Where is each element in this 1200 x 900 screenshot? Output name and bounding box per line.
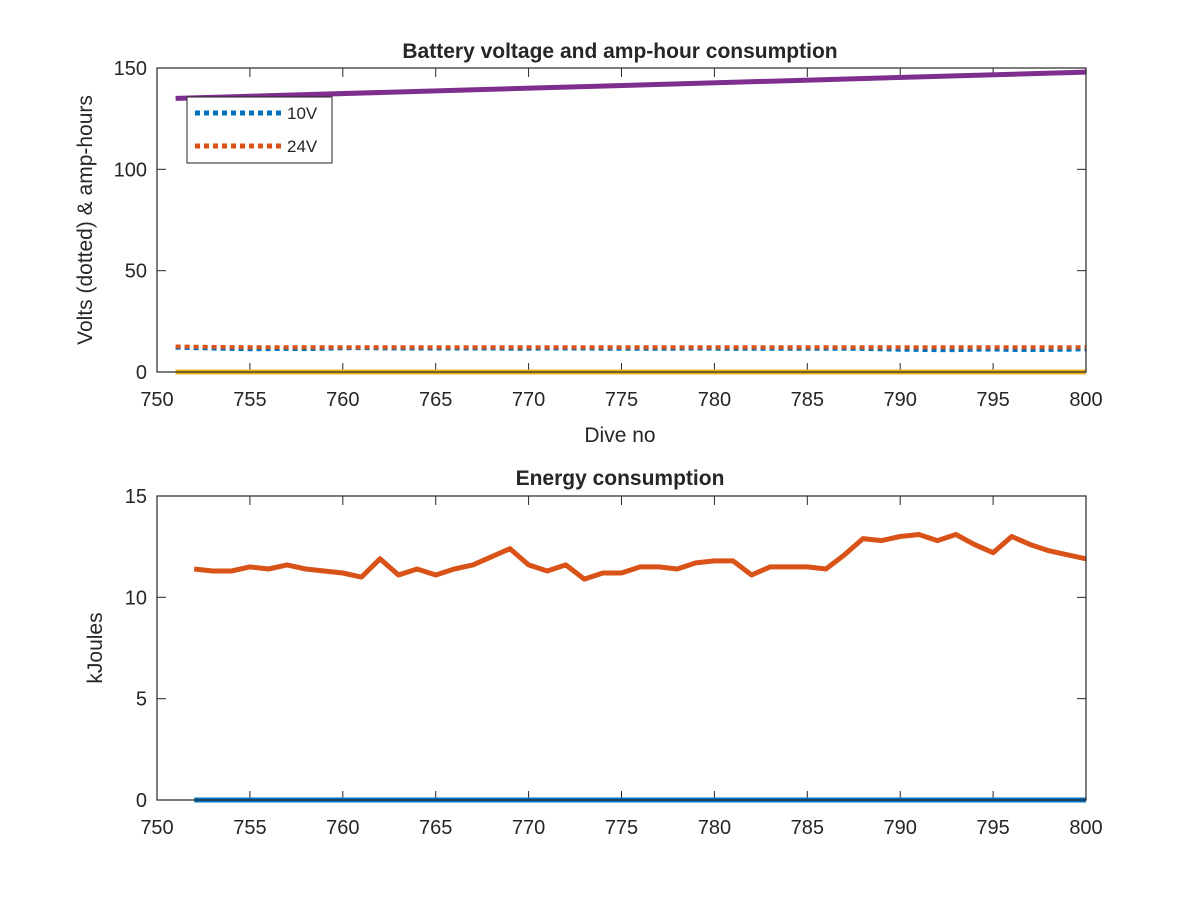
y-tick-label: 50 bbox=[125, 261, 147, 283]
y-tick-label: 0 bbox=[136, 362, 147, 384]
x-axis-label: Dive no bbox=[584, 424, 655, 447]
y-axis-label: kJoules bbox=[84, 612, 107, 683]
x-tick-label: 755 bbox=[233, 817, 266, 839]
x-tick-label: 765 bbox=[419, 817, 452, 839]
x-tick-label: 750 bbox=[140, 389, 173, 411]
x-tick-label: 800 bbox=[1069, 817, 1102, 839]
x-tick-label: 765 bbox=[419, 389, 452, 411]
chart-title: Energy consumption bbox=[516, 467, 725, 490]
x-tick-label: 780 bbox=[698, 389, 731, 411]
y-tick-label: 100 bbox=[114, 159, 147, 181]
x-tick-label: 795 bbox=[976, 389, 1009, 411]
x-tick-label: 775 bbox=[605, 817, 638, 839]
x-tick-label: 750 bbox=[140, 817, 173, 839]
x-ticks: 750 755 760 765 770 775 780 785 790 795 800 bbox=[140, 496, 1103, 839]
plot-area bbox=[157, 496, 1086, 800]
x-tick-label: 785 bbox=[791, 817, 824, 839]
x-tick-label: 760 bbox=[326, 389, 359, 411]
legend-label-10v: 10V bbox=[287, 104, 318, 123]
legend-label-24v: 24V bbox=[287, 137, 318, 156]
plot-frame bbox=[156, 495, 1087, 801]
x-tick-label: 770 bbox=[512, 389, 545, 411]
plot-frame bbox=[156, 67, 1087, 373]
chart-energy-consumption: Energy consumption 750 755 760 765 770 775 780… bbox=[84, 467, 1103, 839]
series-line-10v bbox=[175, 345, 1087, 353]
series-line-24v bbox=[175, 344, 1086, 350]
y-tick-label: 10 bbox=[125, 587, 147, 609]
chart-title: Battery voltage and amp-hour consumption bbox=[402, 40, 837, 63]
x-tick-label: 795 bbox=[976, 817, 1009, 839]
y-tick-label: 15 bbox=[125, 486, 147, 508]
x-tick-label: 760 bbox=[326, 817, 359, 839]
x-tick-label: 775 bbox=[605, 389, 638, 411]
series-line-1 bbox=[193, 532, 1087, 582]
y-axis-label: Volts (dotted) & amp-hours bbox=[74, 95, 97, 345]
x-tick-label: 790 bbox=[884, 389, 917, 411]
y-ticks: 0 5 10 15 bbox=[125, 486, 1086, 812]
y-tick-label: 150 bbox=[114, 58, 147, 80]
x-tick-label: 790 bbox=[884, 817, 917, 839]
y-ticks: 0 50 100 150 bbox=[114, 58, 1086, 384]
x-tick-label: 800 bbox=[1069, 389, 1102, 411]
legend: 10V 24V bbox=[186, 96, 333, 164]
y-tick-label: 0 bbox=[136, 790, 147, 812]
x-tick-label: 785 bbox=[791, 389, 824, 411]
chart-battery-voltage: Battery voltage and amp-hour consumption… bbox=[74, 40, 1103, 447]
x-tick-label: 755 bbox=[233, 389, 266, 411]
legend-box bbox=[186, 96, 333, 164]
series-line-3 bbox=[175, 69, 1087, 101]
x-ticks: 750 755 760 765 770 775 780 785 790 795 800 bbox=[140, 68, 1103, 411]
x-tick-label: 770 bbox=[512, 817, 545, 839]
y-tick-label: 5 bbox=[136, 689, 147, 711]
x-tick-label: 780 bbox=[698, 817, 731, 839]
